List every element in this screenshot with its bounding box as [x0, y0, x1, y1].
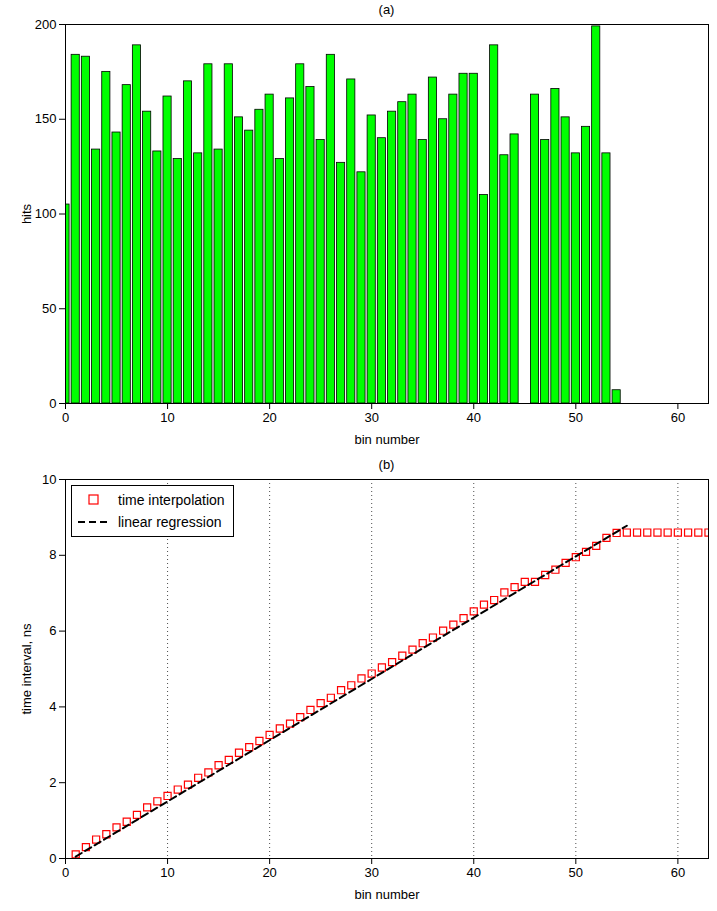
html-text:linear regression: linear regression — [118, 514, 222, 530]
svg-text:30: 30 — [364, 865, 378, 880]
svg-text:0: 0 — [49, 851, 56, 866]
svg-text:40: 40 — [467, 410, 481, 425]
svg-text:150: 150 — [35, 111, 57, 126]
svg-text:10: 10 — [42, 475, 56, 487]
svg-text:20: 20 — [262, 865, 276, 880]
svg-text:hits: hits — [19, 203, 34, 224]
svg-text:60: 60 — [671, 865, 685, 880]
svg-text:10: 10 — [160, 410, 174, 425]
svg-text:200: 200 — [35, 20, 57, 32]
svg-text:time interval, ns: time interval, ns — [19, 623, 34, 715]
svg-text:100: 100 — [35, 206, 57, 221]
svg-text:bin number: bin number — [354, 887, 420, 902]
svg-text:6: 6 — [49, 623, 56, 638]
svg-text:10: 10 — [160, 865, 174, 880]
svg-text:20: 20 — [262, 410, 276, 425]
svg-text:4: 4 — [49, 699, 56, 714]
svg-text:bin number: bin number — [354, 432, 420, 447]
svg-text:0: 0 — [62, 410, 69, 425]
svg-text:30: 30 — [364, 410, 378, 425]
svg-text:40: 40 — [467, 865, 481, 880]
svg-text:8: 8 — [49, 547, 56, 562]
html-text:time interpolation: time interpolation — [118, 492, 225, 508]
svg-text:50: 50 — [569, 410, 583, 425]
svg-text:60: 60 — [671, 410, 685, 425]
svg-text:50: 50 — [569, 865, 583, 880]
svg-text:0: 0 — [49, 396, 56, 411]
svg-text:0: 0 — [62, 865, 69, 880]
html-text:(b): (b) — [378, 457, 395, 472]
svg-text:2: 2 — [49, 775, 56, 790]
html-text:(a): (a) — [378, 2, 395, 17]
svg-text:50: 50 — [42, 301, 56, 316]
